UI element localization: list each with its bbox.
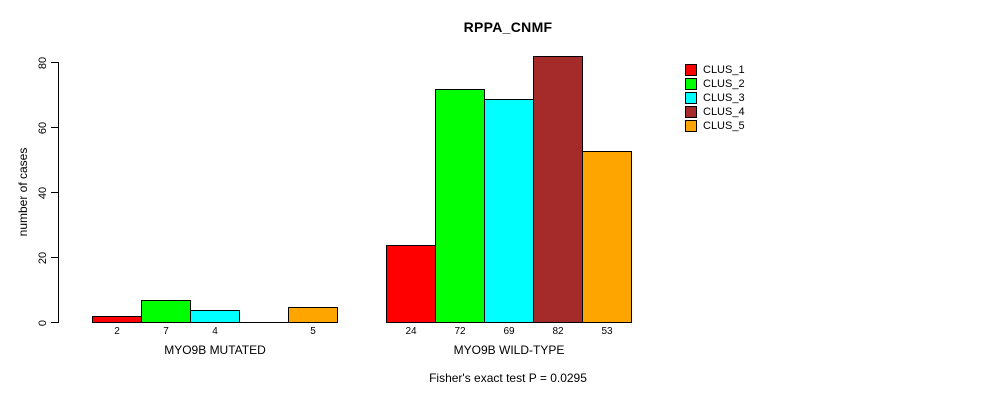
y-tick-label: 80: [37, 56, 49, 69]
bar-clus_1-wildtype: [386, 245, 436, 323]
y-tick-mark: [51, 192, 58, 193]
y-tick-label: 60: [37, 121, 49, 134]
bar-clus_5-mutated: [288, 307, 338, 323]
y-tick-mark: [51, 257, 58, 258]
y-tick-mark: [51, 322, 58, 323]
legend-label-clus_5: CLUS_5: [703, 120, 745, 132]
bar-clus_3-wildtype: [484, 99, 534, 323]
bar-clus_4-wildtype: [533, 56, 583, 323]
bar-value-label: 5: [310, 326, 316, 337]
y-tick-label: 40: [37, 186, 49, 199]
bar-clus_3-mutated: [190, 310, 240, 323]
bar-clus_4-zero: [239, 322, 289, 323]
legend-swatch-clus_3: [685, 92, 697, 104]
bar-value-label: 82: [552, 326, 564, 337]
chart-title: RPPA_CNMF: [463, 19, 553, 35]
bar-value-label: 53: [601, 326, 613, 337]
bar-value-label: 72: [454, 326, 466, 337]
y-axis-line: [58, 62, 59, 323]
bar-clus_5-wildtype: [582, 151, 632, 323]
legend-label-clus_4: CLUS_4: [703, 106, 745, 118]
legend-label-clus_2: CLUS_2: [703, 78, 745, 90]
y-tick-label: 0: [37, 319, 49, 326]
footnote-fishers-test: Fisher's exact test P = 0.0295: [429, 371, 587, 385]
legend-label-clus_3: CLUS_3: [703, 92, 745, 104]
bar-clus_2-mutated: [141, 300, 191, 323]
group-label-wildtype: MYO9B WILD-TYPE: [453, 343, 565, 357]
y-tick-mark: [51, 127, 58, 128]
legend-swatch-clus_2: [685, 78, 697, 90]
y-tick-label: 20: [37, 251, 49, 264]
legend-swatch-clus_5: [685, 120, 697, 132]
bar-value-label: 2: [114, 326, 120, 337]
bar-value-label: 7: [163, 326, 169, 337]
legend-swatch-clus_1: [685, 64, 697, 76]
bar-value-label: 4: [212, 326, 218, 337]
legend-swatch-clus_4: [685, 106, 697, 118]
bar-clus_1-mutated: [92, 316, 142, 323]
y-tick-mark: [51, 62, 58, 63]
group-label-mutated: MYO9B MUTATED: [164, 343, 266, 357]
legend-label-clus_1: CLUS_1: [703, 64, 745, 76]
y-axis-label: number of cases: [16, 147, 30, 237]
bar-value-label: 24: [405, 326, 417, 337]
bar-clus_2-wildtype: [435, 89, 485, 323]
bar-value-label: 69: [503, 326, 515, 337]
